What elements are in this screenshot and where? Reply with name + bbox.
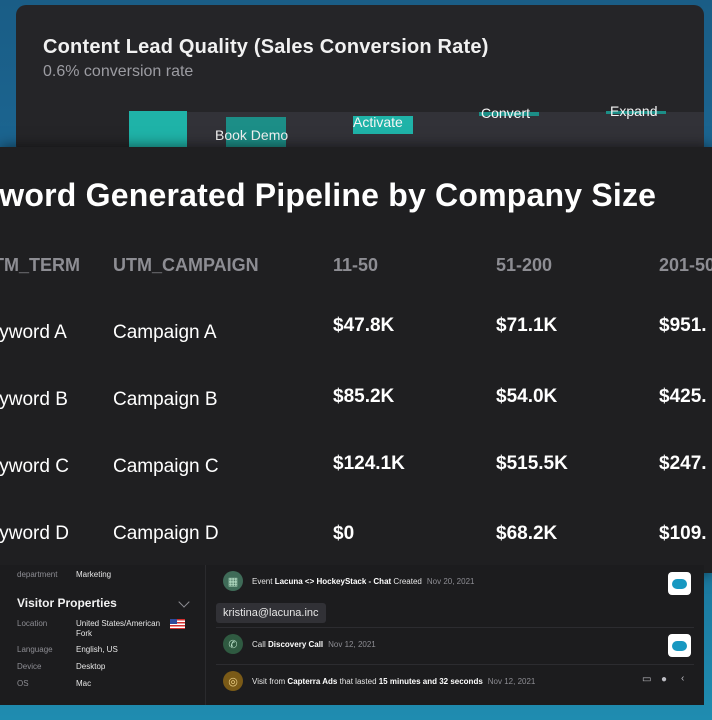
- funnel-stage-convert: Convert: [481, 105, 531, 121]
- row-c-11-50: $124.1K: [333, 453, 405, 474]
- timeline-event-2[interactable]: Call Discovery Call Nov 12, 2021: [252, 640, 376, 649]
- timeline-divider: [216, 627, 694, 628]
- funnel-stage-expand: Expand: [610, 103, 658, 119]
- row-b-term: Keyword B: [0, 389, 68, 410]
- header-11-50[interactable]: 11-50: [333, 255, 379, 275]
- location-label: Location: [17, 619, 48, 628]
- language-value: English, US: [76, 645, 118, 654]
- compass-icon: ◎: [223, 671, 243, 691]
- row-d-201-500: $109.: [659, 523, 707, 544]
- row-a-term: Keyword A: [0, 322, 67, 343]
- event-1-date: Nov 20, 2021: [426, 577, 475, 586]
- us-flag-icon: [170, 619, 185, 629]
- department-label: department: [17, 570, 58, 579]
- salesforce-icon[interactable]: [668, 634, 691, 657]
- row-b-201-500: $425.: [659, 386, 707, 407]
- table-title: Keyword Generated Pipeline by Company Si…: [0, 177, 657, 213]
- row-d-term: Keyword D: [0, 523, 69, 544]
- row-c-51-200: $515.5K: [496, 453, 568, 474]
- activity-timeline: ▦ Event Lacuna <> HockeyStack - Chat Cre…: [205, 565, 704, 705]
- row-d-campaign: Campaign D: [113, 523, 219, 544]
- row-c-campaign: Campaign C: [113, 456, 219, 477]
- event-1-highlight: Lacuna <> HockeyStack - Chat: [274, 577, 392, 586]
- header-51-200[interactable]: 51-200: [496, 255, 553, 275]
- phone-icon: ✆: [223, 634, 243, 654]
- row-c-201-500: $247.: [659, 453, 707, 474]
- chevron-down-icon[interactable]: [178, 596, 190, 608]
- device-value: Desktop: [76, 662, 106, 671]
- event-3-prefix: Visit from: [252, 677, 288, 686]
- row-d-11-50: $0: [333, 523, 355, 544]
- timeline-event-3[interactable]: Visit from Capterra Ads that lasted 15 m…: [252, 677, 535, 686]
- row-b-11-50: $85.2K: [333, 386, 395, 407]
- funnel-stage-book-demo: Book Demo: [215, 127, 289, 143]
- header-utm-term[interactable]: UTM_TERM: [0, 255, 80, 275]
- salesforce-icon[interactable]: [668, 572, 691, 595]
- row-b-campaign: Campaign B: [113, 389, 218, 410]
- funnel-bar-convert[interactable]: [479, 112, 539, 116]
- device-label: Device: [17, 662, 42, 671]
- event-1-suffix: Created: [391, 577, 422, 586]
- calendar-icon: ▦: [223, 571, 243, 591]
- event-2-highlight: Discovery Call: [268, 640, 324, 649]
- location-value: United States/American Fork: [76, 619, 161, 638]
- row-a-11-50: $47.8K: [333, 315, 395, 336]
- event-3-date: Nov 12, 2021: [487, 677, 536, 686]
- contact-email[interactable]: kristina@lacuna.inc: [216, 603, 326, 623]
- language-label: Language: [17, 645, 53, 654]
- department-value: Marketing: [76, 570, 112, 579]
- row-d-51-200: $68.2K: [496, 523, 558, 544]
- header-201-500[interactable]: 201-500: [659, 255, 712, 275]
- desktop-icon: ▭: [642, 674, 652, 685]
- funnel-bar-activate[interactable]: [353, 116, 413, 134]
- timeline-divider: [216, 664, 694, 665]
- funnel-bar-expand[interactable]: [606, 111, 666, 114]
- funnel-card: Content Lead Quality (Sales Conversion R…: [16, 5, 704, 155]
- event-2-date: Nov 12, 2021: [328, 640, 376, 649]
- funnel-stage-activate: Activate: [353, 114, 403, 130]
- event-3-duration: 15 minutes and 32 seconds: [378, 677, 483, 686]
- event-2-prefix: Call: [252, 640, 269, 649]
- pipeline-table-panel: Keyword Generated Pipeline by Company Si…: [0, 147, 712, 573]
- row-a-campaign: Campaign A: [113, 322, 217, 343]
- chevron-left-icon[interactable]: ‹: [681, 673, 685, 684]
- row-a-51-200: $71.1K: [496, 315, 558, 336]
- row-a-201-500: $951.: [659, 315, 707, 336]
- funnel-subtitle: 0.6% conversion rate: [43, 63, 194, 80]
- header-utm-campaign[interactable]: UTM_CAMPAIGN: [113, 255, 259, 275]
- visitor-properties-panel: department Marketing Visitor Properties …: [0, 565, 205, 705]
- os-value: Mac: [76, 679, 92, 688]
- apple-icon: ●: [661, 674, 668, 685]
- row-c-term: Keyword C: [0, 456, 69, 477]
- row-b-51-200: $54.0K: [496, 386, 558, 407]
- event-3-mid: that lasted: [337, 677, 379, 686]
- os-label: OS: [17, 679, 29, 688]
- funnel-title: Content Lead Quality (Sales Conversion R…: [43, 36, 489, 58]
- event-1-prefix: Event: [252, 577, 275, 586]
- event-3-highlight: Capterra Ads: [287, 677, 338, 686]
- visitor-properties-title[interactable]: Visitor Properties: [17, 596, 117, 610]
- timeline-event-1[interactable]: Event Lacuna <> HockeyStack - Chat Creat…: [252, 577, 474, 586]
